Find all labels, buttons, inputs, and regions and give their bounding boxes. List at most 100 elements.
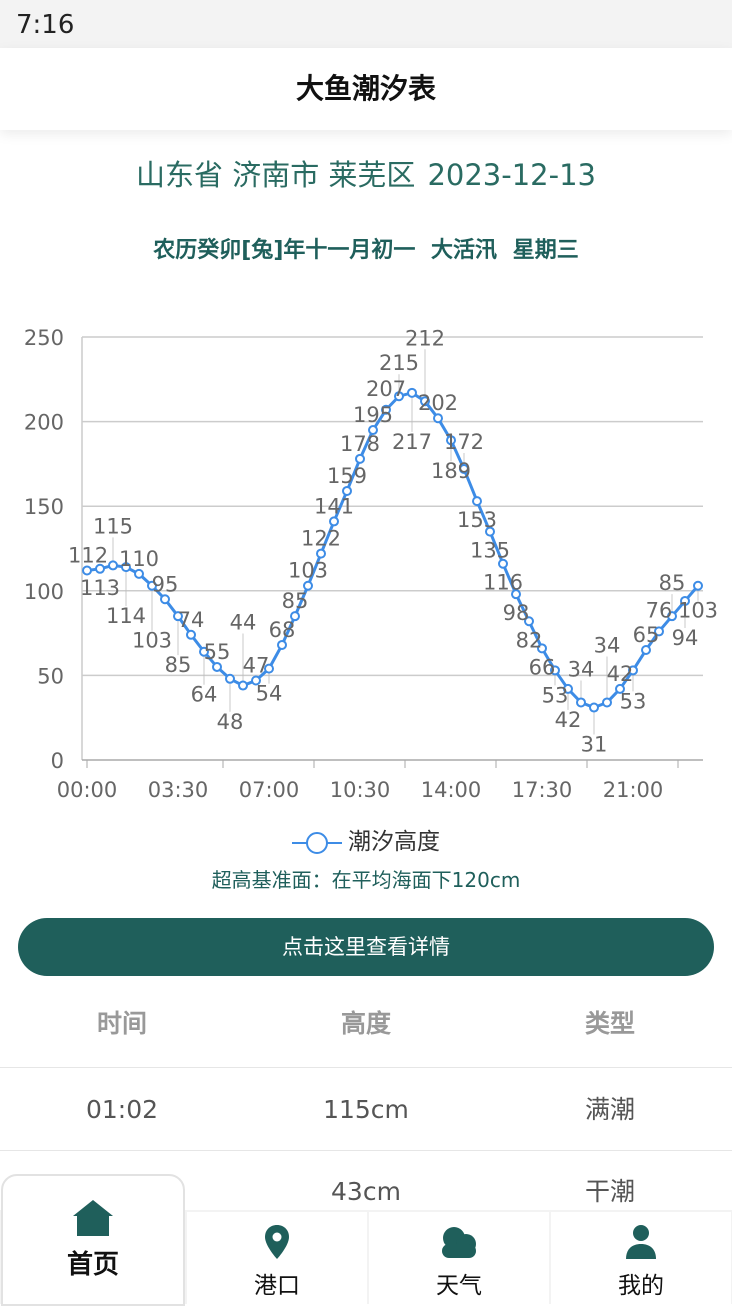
page-title: 大鱼潮汐表 bbox=[295, 72, 436, 105]
data-label: 76 bbox=[646, 598, 673, 622]
data-point bbox=[602, 697, 612, 708]
nav-harbor[interactable]: 港口 bbox=[187, 1212, 367, 1304]
x-tick-label: 07:00 bbox=[239, 778, 300, 802]
data-label: 115 bbox=[93, 514, 133, 538]
data-point bbox=[355, 453, 365, 464]
data-point bbox=[381, 404, 391, 415]
data-point bbox=[225, 673, 235, 684]
data-point bbox=[160, 594, 170, 605]
data-label: 85 bbox=[165, 653, 192, 677]
data-point bbox=[498, 558, 508, 569]
data-point bbox=[303, 580, 313, 591]
nav-weather[interactable]: 天气 bbox=[369, 1212, 549, 1304]
data-point bbox=[433, 413, 443, 424]
col-type: 类型 bbox=[584, 1009, 635, 1038]
nav-label: 我的 bbox=[618, 1273, 664, 1299]
data-label: 44 bbox=[230, 611, 257, 635]
data-point bbox=[511, 589, 521, 600]
location-date[interactable]: 2023-12-13 bbox=[427, 158, 596, 192]
data-label: 66 bbox=[529, 655, 556, 679]
x-tick-label: 21:00 bbox=[603, 778, 664, 802]
col-time: 时间 bbox=[96, 1009, 147, 1038]
datum-note: 超高基准面：在平均海面下120cm bbox=[211, 868, 521, 892]
cell-type: 干潮 bbox=[584, 1177, 635, 1206]
user-icon bbox=[626, 1225, 656, 1259]
data-point bbox=[407, 387, 417, 398]
data-label: 135 bbox=[470, 539, 510, 563]
data-label: 34 bbox=[594, 633, 621, 657]
data-label: 95 bbox=[152, 572, 179, 596]
data-point bbox=[186, 629, 196, 640]
data-point bbox=[485, 526, 495, 537]
data-point bbox=[693, 580, 703, 591]
data-label: 85 bbox=[282, 589, 309, 613]
data-point bbox=[394, 391, 404, 402]
data-label: 114 bbox=[106, 604, 146, 628]
data-label: 82 bbox=[516, 628, 543, 652]
data-point bbox=[147, 580, 157, 591]
data-point bbox=[173, 611, 183, 622]
data-label: 207 bbox=[366, 377, 406, 401]
data-label: 42 bbox=[607, 662, 634, 686]
status-time: 7:16 bbox=[16, 10, 75, 40]
table-header: 时间 高度 类型 bbox=[0, 990, 732, 1068]
location-pin-icon bbox=[265, 1225, 289, 1259]
data-label: 112 bbox=[68, 543, 108, 567]
app-header: 大鱼潮汐表 bbox=[0, 48, 732, 130]
data-label: 53 bbox=[542, 683, 569, 707]
data-point bbox=[238, 680, 248, 691]
data-label: 110 bbox=[119, 547, 159, 571]
data-point bbox=[290, 611, 300, 622]
data-label: 116 bbox=[483, 571, 523, 595]
data-point bbox=[628, 665, 638, 676]
cell-type: 满潮 bbox=[584, 1095, 635, 1124]
data-label: 159 bbox=[327, 464, 367, 488]
data-label: 103 bbox=[132, 629, 172, 653]
data-label: 103 bbox=[288, 559, 328, 583]
data-point bbox=[472, 496, 482, 507]
y-tick-label: 0 bbox=[51, 749, 64, 773]
data-point bbox=[108, 560, 118, 571]
data-label: 55 bbox=[204, 640, 231, 664]
nav-label: 天气 bbox=[436, 1273, 482, 1299]
location-place[interactable]: 山东省 济南市 莱芜区 bbox=[136, 158, 416, 192]
data-label: 195 bbox=[353, 403, 393, 427]
x-tick-label: 00:00 bbox=[57, 778, 118, 802]
data-point bbox=[459, 463, 469, 474]
data-label: 42 bbox=[555, 708, 582, 732]
cloud-icon bbox=[442, 1227, 476, 1258]
chart-legend[interactable]: 潮汐高度 bbox=[0, 822, 732, 856]
lunar-date: 农历癸卯[兔]年十一月初一 大活汛 星期三 bbox=[153, 238, 579, 263]
data-label: 141 bbox=[314, 494, 354, 518]
data-label: 94 bbox=[672, 626, 699, 650]
data-label: 74 bbox=[178, 608, 205, 632]
legend-line-icon bbox=[292, 831, 342, 854]
data-point bbox=[329, 516, 339, 527]
view-details-button[interactable]: 点击这里查看详情 bbox=[18, 918, 714, 976]
data-label: 212 bbox=[405, 326, 445, 350]
data-point bbox=[251, 675, 261, 686]
data-point bbox=[82, 565, 92, 576]
y-tick-label: 200 bbox=[24, 411, 64, 435]
data-point bbox=[134, 568, 144, 579]
data-point bbox=[368, 425, 378, 436]
nav-mine[interactable]: 我的 bbox=[551, 1212, 731, 1304]
data-point bbox=[654, 626, 664, 637]
location-line: 山东省 济南市 莱芜区 2023-12-13 bbox=[0, 152, 732, 194]
nav-label: 首页 bbox=[66, 1250, 119, 1280]
tide-chart: 0 50 100 150 200 250 00:00 03:30 07:00 10:30 14:00… bbox=[24, 326, 718, 802]
data-point bbox=[550, 665, 560, 676]
data-point bbox=[576, 697, 586, 708]
home-icon bbox=[73, 1200, 113, 1236]
data-label: 153 bbox=[457, 508, 497, 532]
data-point bbox=[316, 548, 326, 559]
y-tick-label: 50 bbox=[37, 664, 64, 688]
y-tick-label: 150 bbox=[24, 495, 64, 519]
data-point bbox=[420, 396, 430, 407]
data-label: 85 bbox=[659, 571, 686, 595]
data-label: 54 bbox=[256, 682, 283, 706]
data-label: 217 bbox=[392, 430, 432, 454]
nav-home[interactable]: 首页 bbox=[1, 1174, 185, 1306]
data-label: 47 bbox=[243, 653, 270, 677]
legend-label: 潮汐高度 bbox=[348, 829, 440, 855]
